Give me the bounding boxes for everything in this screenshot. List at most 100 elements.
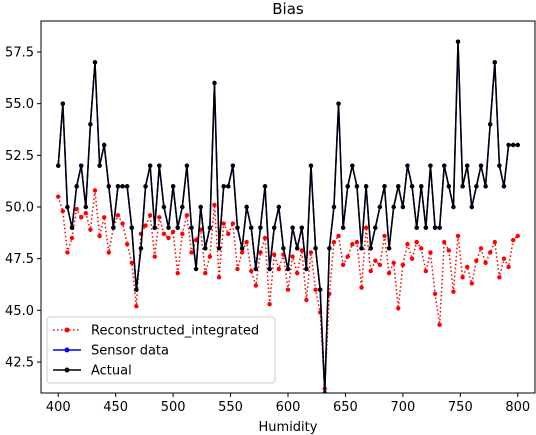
data-point	[262, 235, 268, 241]
data-point	[483, 260, 488, 265]
data-point	[469, 204, 475, 210]
data-point	[258, 225, 263, 230]
data-point	[60, 101, 66, 106]
data-point	[143, 184, 148, 189]
data-point	[180, 204, 185, 210]
data-point	[386, 270, 392, 276]
x-tick-label: 550	[218, 400, 243, 415]
data-point	[391, 260, 396, 265]
data-point	[304, 266, 309, 272]
data-point	[465, 163, 470, 168]
plot-area	[40, 20, 536, 394]
data-point	[363, 225, 369, 230]
data-point	[317, 287, 323, 292]
data-point	[207, 254, 213, 259]
data-point	[262, 184, 268, 189]
data-point	[226, 184, 231, 189]
data-point	[106, 250, 111, 255]
legend-label: Actual	[91, 364, 132, 379]
data-point	[478, 246, 484, 251]
x-tick-label: 500	[161, 400, 186, 415]
data-point	[492, 239, 497, 245]
data-point	[92, 60, 98, 65]
data-point	[65, 250, 70, 255]
data-point	[354, 184, 360, 189]
data-point	[345, 184, 350, 189]
data-point	[129, 260, 134, 265]
data-point	[451, 204, 456, 210]
data-point	[515, 142, 520, 148]
data-point	[235, 266, 240, 272]
data-point	[147, 163, 153, 168]
y-tick-label: 50.0	[5, 201, 34, 216]
data-point	[409, 256, 415, 261]
data-point	[350, 242, 355, 247]
series-actual	[56, 39, 520, 393]
data-point	[359, 285, 364, 290]
data-point	[368, 246, 373, 251]
data-point	[221, 221, 226, 226]
data-point	[405, 163, 410, 168]
data-point	[386, 246, 392, 251]
data-point	[299, 248, 304, 253]
legend-item: Sensor data	[53, 344, 169, 359]
data-point	[88, 227, 93, 232]
data-point	[322, 390, 327, 393]
data-point	[134, 304, 139, 309]
data-point	[510, 142, 516, 148]
data-point	[124, 184, 130, 189]
data-point	[69, 235, 75, 241]
legend: Reconstructed_integrated Sensor data Actua…	[46, 316, 276, 384]
data-point	[272, 252, 277, 257]
x-tick-label: 700	[390, 400, 415, 415]
data-point	[313, 287, 318, 292]
data-point	[432, 291, 438, 296]
data-point	[129, 225, 134, 230]
legend-label: Reconstructed_integrated	[91, 324, 259, 339]
y-tick-label: 45.0	[5, 304, 34, 319]
data-point	[83, 211, 89, 216]
data-point	[331, 239, 337, 245]
legend-box	[46, 316, 276, 384]
data-point	[230, 163, 236, 168]
data-point	[92, 188, 98, 193]
legend-label: Sensor data	[91, 344, 169, 359]
x-tick-label: 400	[46, 400, 71, 415]
data-point	[239, 250, 245, 255]
data-point	[308, 163, 314, 168]
data-point	[193, 237, 199, 243]
data-point	[166, 235, 171, 241]
data-point	[455, 233, 461, 239]
data-point	[147, 213, 153, 218]
data-point	[354, 239, 360, 245]
data-point	[189, 250, 194, 255]
data-point	[290, 225, 295, 230]
legend-marker	[64, 327, 70, 333]
data-point	[382, 233, 387, 239]
data-point	[377, 262, 383, 268]
legend-marker	[64, 367, 70, 373]
data-point	[451, 289, 456, 294]
data-point	[120, 184, 125, 189]
data-point	[432, 225, 438, 230]
y-tick-label: 52.5	[5, 149, 34, 164]
data-point	[501, 256, 507, 261]
data-point	[244, 204, 249, 210]
data-point	[409, 184, 415, 189]
data-point	[184, 213, 190, 218]
data-point	[115, 213, 121, 218]
data-point	[327, 246, 332, 251]
data-point	[111, 225, 116, 230]
data-point	[474, 184, 479, 189]
data-point	[419, 246, 424, 251]
legend-item: Actual	[53, 364, 132, 379]
data-point	[442, 239, 447, 245]
y-tick-label: 57.5	[5, 46, 34, 61]
data-point	[239, 246, 245, 251]
data-point	[478, 163, 484, 168]
data-point	[414, 225, 419, 230]
data-point	[304, 297, 309, 303]
data-point	[483, 184, 488, 189]
data-point	[166, 225, 171, 230]
data-point	[267, 266, 272, 272]
